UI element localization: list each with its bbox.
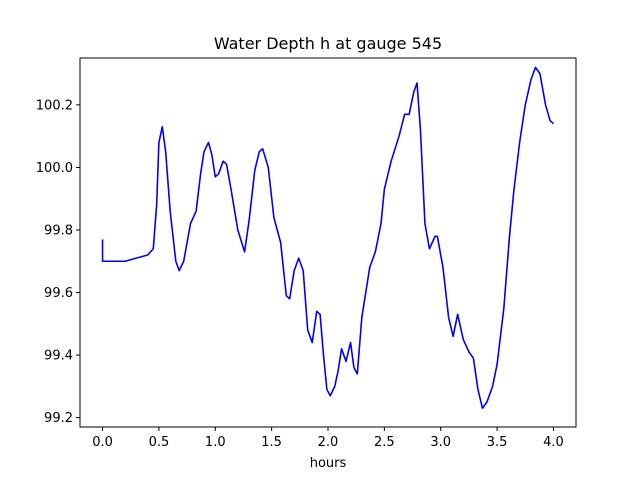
y-tick-label: 99.6 xyxy=(44,286,73,301)
x-tick-label: 3.0 xyxy=(430,435,451,450)
x-tick-label: 2.0 xyxy=(318,435,339,450)
chart-title: Water Depth h at gauge 545 xyxy=(214,34,442,53)
x-tick-label: 3.5 xyxy=(487,435,508,450)
x-tick-label: 0.0 xyxy=(92,435,113,450)
plot-area xyxy=(101,66,554,410)
y-tick-label: 100.0 xyxy=(36,161,73,176)
x-tick-label: 1.0 xyxy=(205,435,226,450)
x-tick-label: 1.5 xyxy=(261,435,282,450)
x-tick-label: 2.5 xyxy=(374,435,395,450)
series-line-0 xyxy=(101,66,554,410)
y-tick-label: 100.2 xyxy=(36,98,73,113)
y-tick-label: 99.8 xyxy=(44,223,73,238)
x-tick-label: 4.0 xyxy=(543,435,564,450)
y-tick-label: 99.4 xyxy=(44,349,73,364)
axes: 0.0 0.5 1.0 1.5 2.0 2.5 3.0 3.5 4.0 99.2 99.4 99.6 9… xyxy=(36,57,577,450)
x-tick-label: 0.5 xyxy=(149,435,170,450)
y-tick-label: 99.2 xyxy=(44,411,73,426)
x-axis-label: hours xyxy=(310,456,347,471)
